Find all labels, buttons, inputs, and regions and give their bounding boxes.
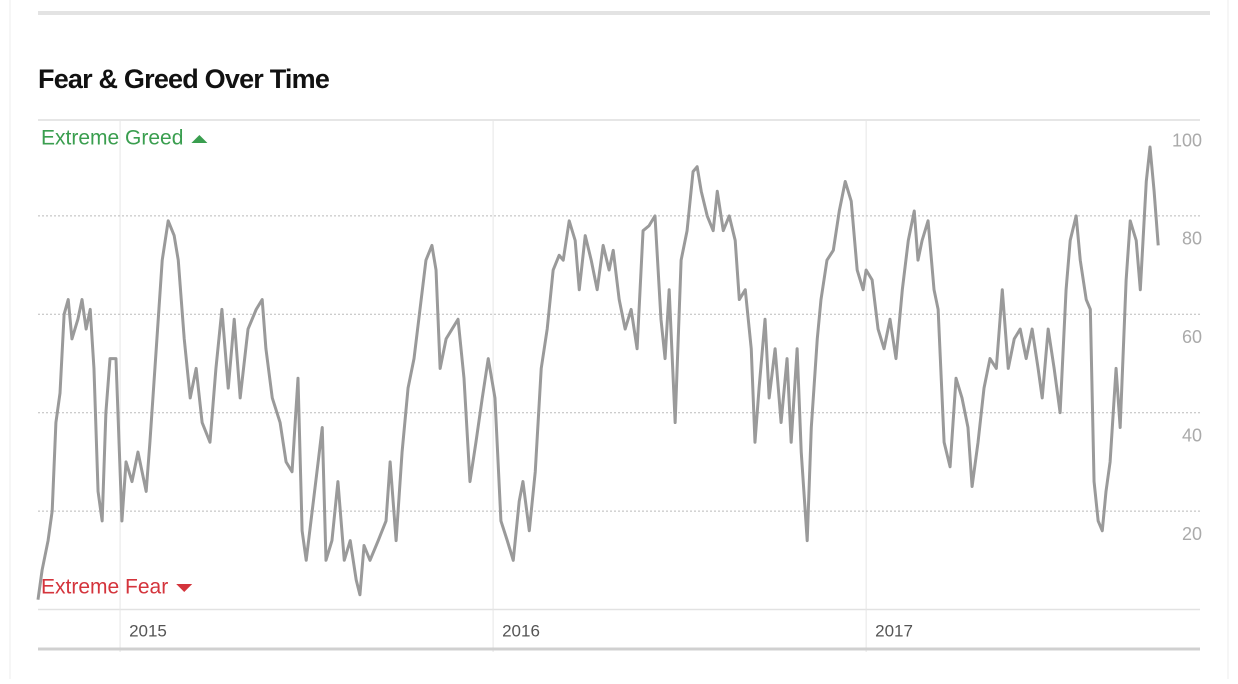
plot-area: 2015 2016 2017 20 40 60 80 100 bbox=[36, 119, 1202, 652]
chart-title: Fear & Greed Over Time bbox=[38, 64, 330, 94]
y-tick-label: 60 bbox=[1182, 327, 1202, 347]
annotation: Extreme Fear bbox=[41, 576, 168, 599]
y-tick-label: 100 bbox=[1172, 130, 1202, 150]
y-tick-label: 80 bbox=[1182, 229, 1202, 249]
y-tick-label: 40 bbox=[1182, 425, 1202, 445]
down-arrow bbox=[176, 584, 193, 592]
x-tick-label: 2015 bbox=[129, 621, 167, 640]
y-tick-label: 20 bbox=[1182, 524, 1202, 544]
x-tick-label: 2017 bbox=[875, 621, 913, 640]
data-line bbox=[36, 145, 1160, 600]
x-tick-label: 2016 bbox=[502, 621, 540, 640]
up-arrow bbox=[191, 135, 208, 143]
annotation: Extreme Greed bbox=[41, 127, 183, 150]
